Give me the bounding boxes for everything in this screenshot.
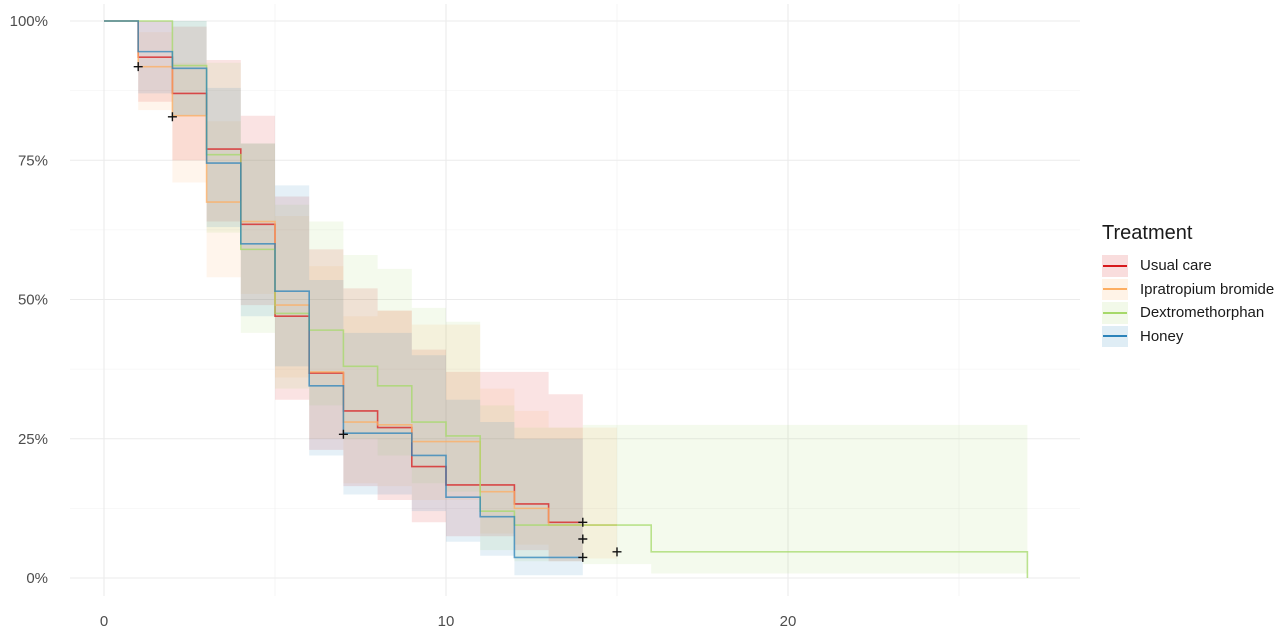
censor-mark-usual-care xyxy=(133,62,143,72)
legend-item-dextromethorphan: Dextromethorphan xyxy=(1100,301,1285,325)
legend-label: Dextromethorphan xyxy=(1140,304,1265,322)
legend-key-dextromethorphan xyxy=(1100,301,1130,325)
legend-label: Usual care xyxy=(1140,257,1212,275)
y-tick-label: 75% xyxy=(18,152,48,169)
y-tick-label: 25% xyxy=(18,431,48,448)
censor-mark-ipratropium-bromide xyxy=(167,112,177,122)
censor-mark-honey xyxy=(578,552,588,562)
survival-line-usual-care xyxy=(104,20,583,524)
legend-key-honey xyxy=(1100,325,1130,349)
y-tick-label: 100% xyxy=(10,13,48,30)
y-tick-label: 50% xyxy=(18,292,48,309)
legend-title: Treatment xyxy=(1102,222,1193,244)
legend-label: Honey xyxy=(1140,327,1184,345)
censor-mark-usual-care xyxy=(578,517,588,527)
legend-item-honey: Honey xyxy=(1100,325,1285,349)
survival-line-ipratropium-bromide xyxy=(104,20,617,526)
survival-line-honey xyxy=(104,20,583,559)
legend-label: Ipratropium bromide xyxy=(1140,280,1275,298)
legend-item-ipratropium-bromide: Ipratropium bromide xyxy=(1100,278,1285,302)
y-tick-label: 0% xyxy=(26,570,48,587)
censor-mark-usual-care xyxy=(578,534,588,544)
survival-line-dextromethorphan xyxy=(104,20,1029,578)
legend: Treatment Usual care Ipratropium bromide… xyxy=(1100,220,1285,348)
ci-band-usual-care xyxy=(104,21,583,562)
censor-mark-ipratropium-bromide xyxy=(612,547,622,557)
censor-mark-honey xyxy=(338,429,348,439)
x-tick-label: 0 xyxy=(100,613,108,629)
ci-band-dextromethorphan xyxy=(104,21,1028,574)
x-tick-label: 20 xyxy=(780,613,797,629)
legend-item-usual-care: Usual care xyxy=(1100,254,1285,278)
chart-plot-area: 0% 25% 50% 75% 100% 0 10 20 xyxy=(10,4,1080,629)
x-tick-label: 10 xyxy=(438,613,455,629)
legend-key-usual-care xyxy=(1100,254,1130,278)
legend-key-ipratropium-bromide xyxy=(1100,278,1130,302)
